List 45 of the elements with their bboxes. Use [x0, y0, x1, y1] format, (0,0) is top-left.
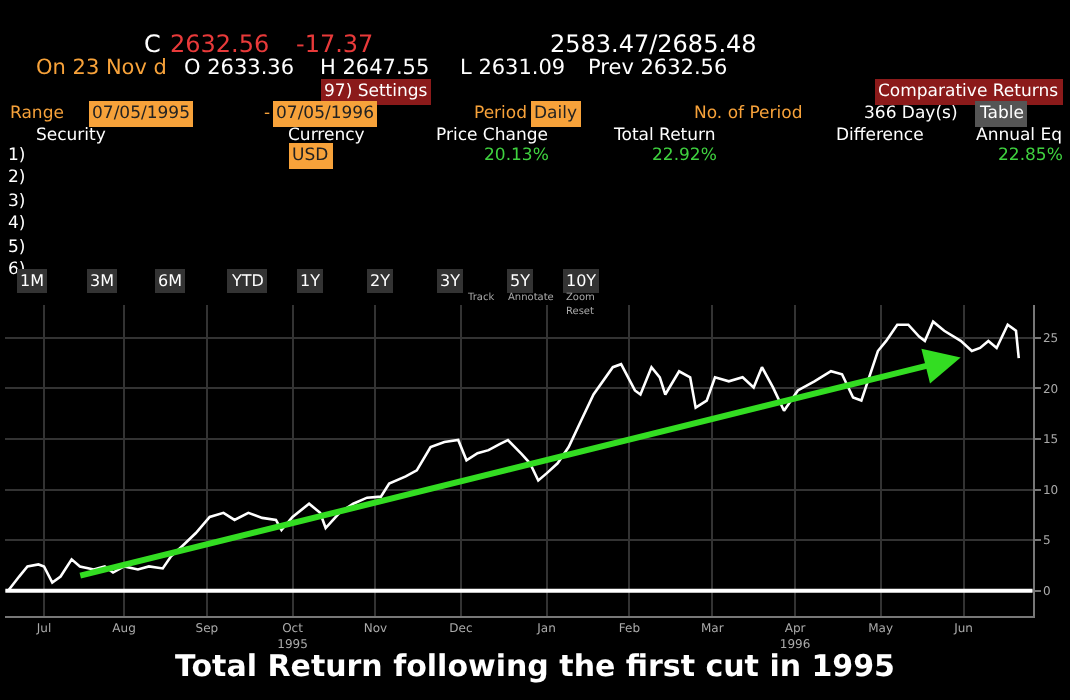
text: Price Change	[436, 126, 548, 146]
text: Difference	[836, 126, 924, 146]
text: O 2633.36	[184, 56, 295, 80]
text: 20.13%	[484, 146, 549, 166]
text: On 23 Nov d	[36, 56, 167, 80]
text: 3Y	[440, 272, 461, 290]
text: Security	[36, 126, 106, 146]
text: 22.92%	[652, 146, 717, 166]
text: C	[144, 30, 161, 58]
text: 07/05/1996	[276, 104, 374, 124]
text: Period	[474, 104, 528, 124]
text: 1M	[20, 272, 45, 290]
text: 2Y	[370, 272, 391, 290]
text: 2583.47/2685.48	[550, 30, 757, 58]
text: 2632.56	[170, 30, 270, 58]
text: YTD	[230, 272, 264, 290]
text: 5)	[8, 238, 26, 258]
text: 4)	[8, 214, 26, 234]
text: Daily	[534, 104, 578, 124]
text: Total Return following the first cut in 1995	[175, 647, 895, 684]
text: 5Y	[510, 272, 531, 290]
text: Total Return	[612, 126, 716, 146]
text: 1)	[8, 146, 26, 166]
text: 3)	[8, 192, 26, 212]
text: 366 Day(s)	[864, 104, 958, 124]
text: -	[264, 104, 271, 124]
text: 07/05/1995	[92, 104, 190, 124]
text: 97) Settings	[324, 82, 429, 102]
text: 2)	[8, 168, 26, 188]
text: 6M	[158, 272, 183, 290]
text: L 2631.09	[460, 56, 566, 80]
text: H 2647.55	[320, 56, 430, 80]
text: 10Y	[566, 272, 597, 290]
text: Range	[10, 104, 64, 124]
text: Comparative Returns	[878, 82, 1060, 102]
text: Table	[978, 104, 1024, 124]
text: 1Y	[300, 272, 321, 290]
text: 22.85%	[998, 146, 1063, 166]
text: Prev 2632.56	[588, 56, 728, 80]
text: Currency	[288, 126, 365, 146]
text: No. of Period	[694, 104, 803, 124]
text: -17.37	[296, 30, 374, 58]
text: Annual Eq	[976, 126, 1063, 146]
text: 3M	[90, 272, 115, 290]
text: USD	[292, 146, 330, 166]
